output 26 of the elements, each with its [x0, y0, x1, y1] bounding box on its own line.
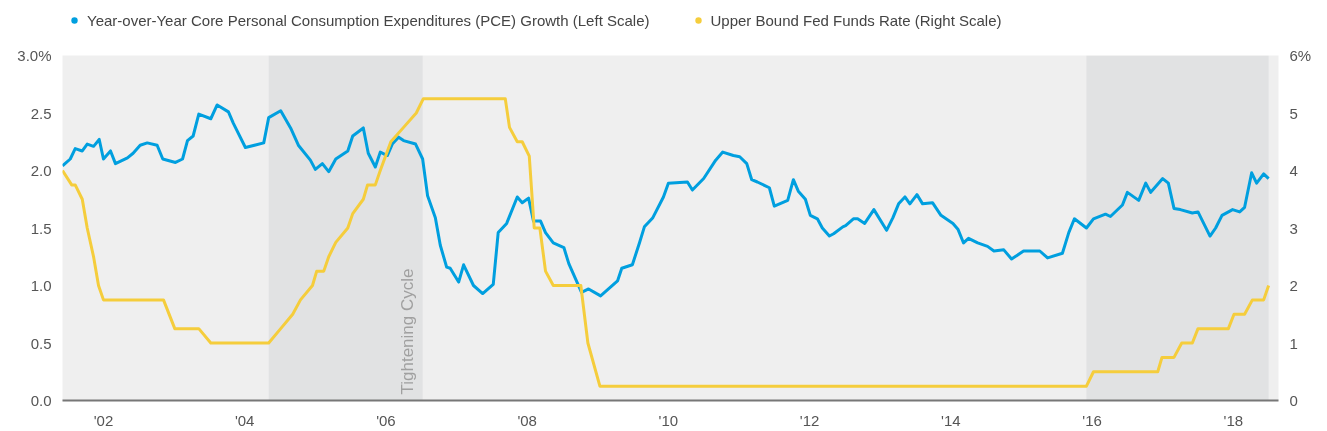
- y-tick-label: 1.0: [30, 277, 52, 294]
- y2-tick-label: 2: [1289, 277, 1298, 294]
- x-tick-label: '10: [658, 411, 679, 429]
- x-tick-label: '14: [941, 411, 961, 429]
- y-tick-label: 0.5: [30, 334, 52, 352]
- y2-tick-label: 4: [1289, 162, 1298, 179]
- y2-tick-label: 3: [1289, 219, 1298, 237]
- y-tick-label: 2.5: [30, 104, 52, 122]
- x-tick-label: '16: [1082, 411, 1102, 429]
- legend-label: Upper Bound Fed Funds Rate (Right Scale): [710, 11, 1002, 29]
- legend-label: Year-over-Year Core Personal Consumption Expenditures (PCE) Growth (Left Scale): [87, 11, 650, 29]
- x-tick-label: '18: [1223, 411, 1244, 429]
- x-tick-label: '02: [93, 411, 114, 429]
- y-tick-label: 2.0: [30, 162, 52, 179]
- x-tick-label: '12: [799, 411, 820, 429]
- y2-tick-label: 1: [1289, 334, 1298, 352]
- y-tick-label: 3.0%: [17, 47, 52, 64]
- y2-tick-label: 0: [1289, 392, 1298, 409]
- y-tick-label: 1.5: [30, 219, 52, 237]
- x-tick-label: '08: [517, 411, 537, 429]
- y2-tick-label: 6%: [1289, 47, 1312, 64]
- y-tick-label: 0.0: [30, 392, 52, 409]
- x-tick-label: '06: [376, 411, 396, 429]
- x-tick-label: '04: [234, 411, 255, 429]
- y2-tick-label: 5: [1289, 104, 1298, 122]
- band-label: Tightening Cycle: [397, 268, 417, 395]
